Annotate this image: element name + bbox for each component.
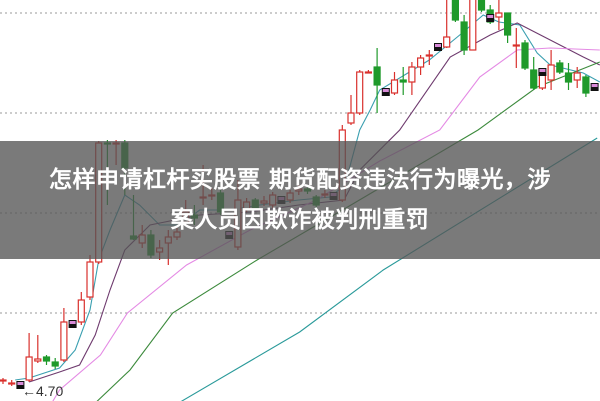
candle-body <box>356 71 364 114</box>
candle-body <box>408 66 416 83</box>
candle-body <box>547 64 555 81</box>
candle-body <box>582 76 590 94</box>
candle-body <box>390 79 399 94</box>
signal-mark-top <box>17 382 24 385</box>
headline-banner: 怎样申请杠杆买股票 期货配资违法行为曝光，涉 案人员因欺诈被判刑重罚 <box>0 141 600 259</box>
candle-body <box>564 72 573 83</box>
candle-body <box>451 0 459 21</box>
candle-body <box>34 358 42 362</box>
low-price-label: ←4.70 <box>22 383 63 399</box>
headline-line-2: 案人员因欺诈被判刑重罚 <box>170 207 430 233</box>
candle-body <box>417 57 425 68</box>
arrow-left-icon: ← <box>22 383 36 399</box>
candle-body <box>8 382 16 385</box>
candle-body <box>25 356 33 381</box>
candle-body <box>42 356 51 362</box>
candle-body <box>86 261 94 298</box>
candle-body <box>77 299 85 323</box>
candle-body <box>469 0 477 51</box>
candle-body <box>0 379 7 382</box>
candle-body <box>443 36 451 48</box>
candle-body <box>425 54 433 57</box>
candle-body <box>51 361 59 367</box>
candle-body <box>373 66 381 86</box>
candle-body <box>504 12 512 36</box>
headline-line-1: 怎样申请杠杆买股票 期货配资违法行为曝光，涉 <box>48 167 551 193</box>
candle-body <box>530 69 538 89</box>
signal-mark-top <box>487 15 494 18</box>
signal-mark-top <box>539 69 546 72</box>
candle-body <box>512 44 520 47</box>
candle-body <box>364 71 372 74</box>
signal-mark-top <box>435 44 441 47</box>
signal-mark-top <box>591 84 598 87</box>
signal-mark-top <box>382 89 389 92</box>
candle-body <box>573 72 581 81</box>
candle-body <box>477 0 486 11</box>
signal-mark-top <box>69 321 76 324</box>
candle-body <box>60 321 68 361</box>
low-price-value: 4.70 <box>36 383 64 399</box>
candle-body <box>521 42 529 69</box>
candle-body <box>556 62 564 73</box>
candle-body <box>495 12 503 18</box>
candle-body <box>347 112 355 124</box>
candle-body <box>460 21 468 51</box>
candle-body <box>399 79 407 83</box>
